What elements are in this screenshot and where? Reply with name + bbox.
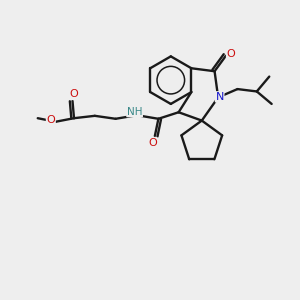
Text: O: O bbox=[69, 89, 78, 99]
Text: O: O bbox=[226, 49, 235, 59]
Text: O: O bbox=[46, 115, 55, 125]
Text: N: N bbox=[215, 92, 224, 102]
Text: O: O bbox=[148, 138, 157, 148]
Text: NH: NH bbox=[127, 107, 142, 117]
